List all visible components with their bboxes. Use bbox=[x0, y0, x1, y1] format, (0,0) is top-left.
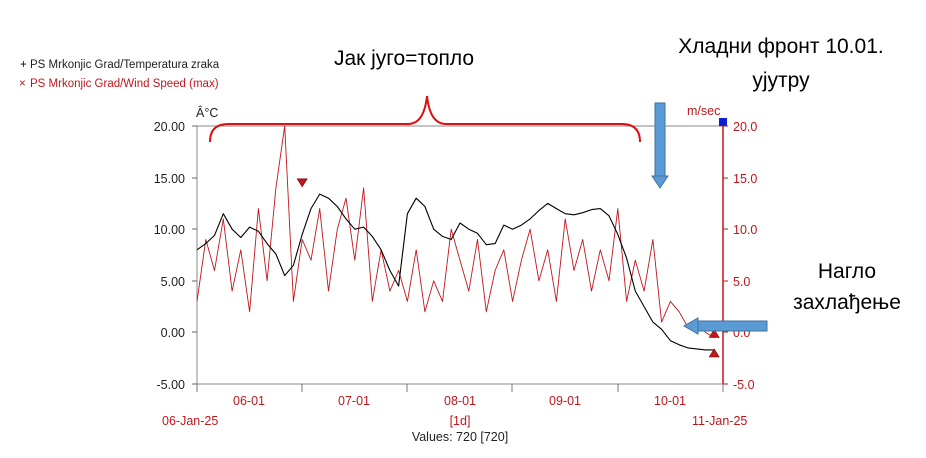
x-tick-label: 09-01 bbox=[549, 394, 581, 408]
sudden-cooling-annotation-line2: захлађење bbox=[793, 291, 901, 314]
right-axis-ticks: 20.0 15.0 10.0 5.0 0.0 -5.0 bbox=[733, 120, 757, 392]
wind-series-line bbox=[196, 125, 715, 338]
x-end-label: 11-Jan-25 bbox=[692, 414, 747, 428]
south-wind-annotation: Јак југо=топло bbox=[334, 47, 474, 70]
right-tick-label: 20.0 bbox=[733, 120, 757, 134]
cold-front-annotation-line2: ујутру bbox=[752, 69, 810, 92]
right-tick-label: 15.0 bbox=[733, 172, 757, 186]
x-axis-ticks: 06-01 07-01 08-01 09-01 10-01 bbox=[233, 394, 686, 408]
x-tick-marks bbox=[196, 384, 724, 392]
brace-annotation bbox=[209, 95, 641, 143]
series-layer bbox=[196, 125, 715, 351]
left-axis-ticks: 20.00 15.00 10.00 5.00 0.00 -5.00 bbox=[154, 120, 185, 392]
min-marker bbox=[708, 328, 720, 338]
legend-marker-wind: × bbox=[19, 78, 26, 90]
left-tick-label: 15.00 bbox=[154, 172, 185, 186]
max-marker bbox=[296, 178, 308, 188]
left-tick-label: 10.00 bbox=[154, 223, 185, 237]
right-tick-label: 10.0 bbox=[733, 223, 757, 237]
left-tick-label: 0.00 bbox=[161, 326, 185, 340]
left-arrow bbox=[682, 317, 768, 335]
cold-front-annotation-line1: Хладни фронт 10.01. bbox=[678, 35, 883, 58]
legend-label-temperature: PS Mrkonjic Grad/Temperatura zraka bbox=[30, 59, 220, 71]
x-start-label: 06-Jan-25 bbox=[162, 414, 218, 428]
sudden-cooling-annotation-line1: Нагло bbox=[818, 260, 876, 283]
right-axis-handle[interactable] bbox=[719, 118, 727, 126]
left-tick-label: 5.00 bbox=[161, 275, 185, 289]
right-axis-unit: m/sec bbox=[687, 104, 720, 118]
down-arrow bbox=[651, 102, 669, 189]
right-tick-marks bbox=[723, 125, 728, 385]
legend-label-wind: PS Mrkonjic Grad/Wind Speed (max) bbox=[30, 78, 219, 90]
min-marker bbox=[708, 348, 720, 358]
x-tick-label: 07-01 bbox=[338, 394, 370, 408]
x-tick-label: 06-01 bbox=[233, 394, 265, 408]
x-tick-label: 10-01 bbox=[654, 394, 686, 408]
left-tick-label: 20.00 bbox=[154, 120, 185, 134]
left-tick-label: -5.00 bbox=[157, 378, 186, 392]
left-tick-marks bbox=[192, 125, 197, 385]
legend: + PS Mrkonjic Grad/Temperatura zraka × P… bbox=[19, 59, 220, 90]
x-tick-label: 08-01 bbox=[444, 394, 476, 408]
temperature-series-line bbox=[196, 193, 715, 351]
x-interval-label: [1d] bbox=[450, 414, 471, 428]
legend-marker-temperature: + bbox=[20, 59, 27, 71]
right-tick-label: -5.0 bbox=[733, 378, 755, 392]
left-axis-unit: Â°C bbox=[196, 105, 218, 120]
values-count-label: Values: 720 [720] bbox=[412, 430, 508, 444]
marker-layer bbox=[296, 178, 720, 358]
right-tick-label: 5.0 bbox=[733, 275, 750, 289]
